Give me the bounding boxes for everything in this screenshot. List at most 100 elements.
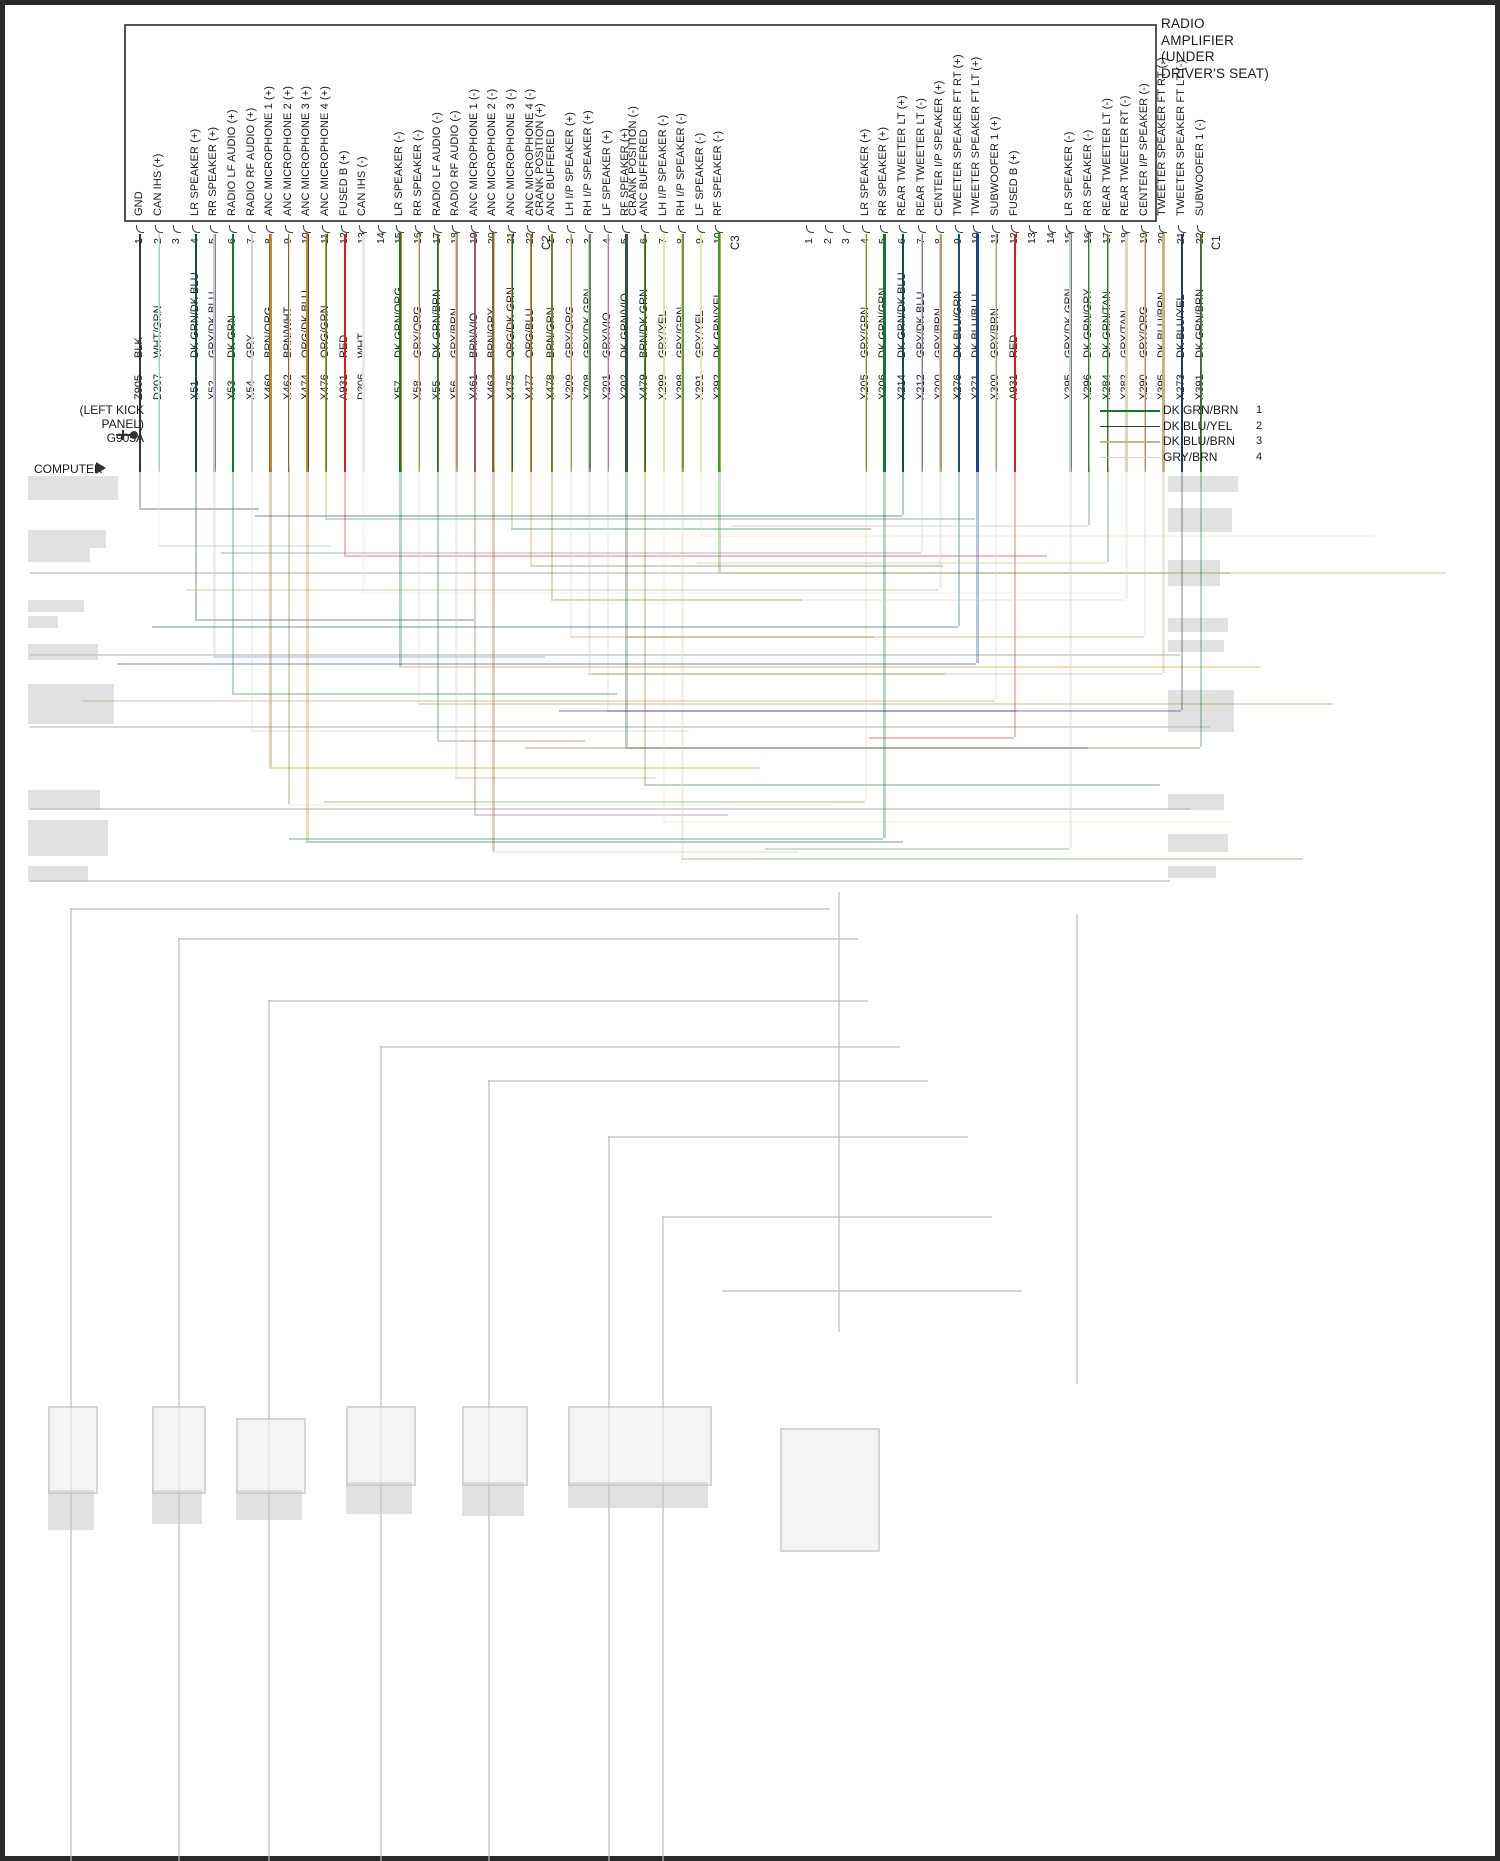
wire-continuation — [864, 468, 868, 801]
wire-continuation — [529, 468, 532, 565]
wire — [864, 234, 868, 472]
wire-continuation — [306, 841, 904, 844]
pin-hook-icon — [340, 225, 349, 233]
wire-continuation — [699, 535, 1375, 538]
pin-signal-label: ANC MICROPHONE 2 (+) — [281, 85, 294, 216]
wire-continuation — [681, 858, 1304, 861]
wire — [569, 234, 572, 472]
pin-signal-label: GND — [133, 191, 145, 216]
wire — [436, 234, 439, 472]
wire — [325, 234, 328, 472]
wire-continuation — [269, 468, 272, 767]
pin-hook-icon — [622, 225, 631, 233]
wire-continuation — [1181, 468, 1184, 710]
pin-signal-label: RR SPEAKER (+) — [207, 126, 220, 216]
wire-continuation — [455, 468, 458, 777]
pin-hook-icon — [566, 225, 575, 233]
wire — [681, 234, 684, 472]
wire-continuation — [325, 468, 328, 518]
exit-wire-color-label: DK BLU/YEL — [1163, 418, 1233, 433]
wire-continuation — [593, 673, 1163, 676]
wire-continuation — [362, 592, 1119, 595]
pin-number: 13 — [1026, 232, 1039, 244]
wire-continuation — [731, 525, 1088, 528]
exit-wire-lead — [1100, 410, 1160, 412]
wire-continuation — [588, 468, 591, 673]
pin-hook-icon — [973, 225, 982, 233]
pin-number: 2 — [821, 238, 834, 244]
wire-continuation — [232, 693, 617, 696]
pin-hook-icon — [1122, 225, 1131, 233]
pin-hook-icon — [154, 225, 163, 233]
pin-signal-label: ANC MICROPHONE 1 (+) — [263, 85, 276, 216]
wire-continuation — [194, 619, 474, 622]
wire — [662, 234, 665, 472]
wire-continuation — [289, 838, 884, 841]
wire-continuation — [250, 730, 689, 733]
pin-hook-icon — [1085, 225, 1093, 233]
pin-hook-icon — [548, 225, 556, 233]
ground-location-text: (LEFT KICK PANEL) — [79, 403, 144, 431]
wire — [551, 234, 554, 472]
pin-signal-label: ANC MICROPHONE 3 (-) — [505, 88, 517, 216]
wire-continuation — [287, 468, 291, 804]
pin-hook-icon — [861, 225, 870, 233]
wire-continuation — [399, 468, 402, 666]
wire — [213, 234, 216, 472]
computer-arrow-icon — [96, 462, 106, 474]
pin-hook-icon — [1010, 225, 1019, 233]
wire — [939, 234, 942, 472]
pin-hook-icon — [880, 225, 889, 233]
wire-continuation — [524, 747, 1200, 750]
wire — [644, 234, 647, 472]
pin-signal-label: RR SPEAKER (+) — [877, 126, 890, 216]
pin-hook-icon — [824, 225, 833, 233]
exit-wire-color-label: GRY/BRN — [1163, 449, 1218, 464]
pin-signal-label: FUSED B (+) — [337, 150, 350, 216]
pin-signal-label: RR SPEAKER (-) — [1082, 129, 1094, 216]
wire — [250, 234, 253, 472]
pin-hook-icon — [954, 225, 963, 233]
wire-continuation — [957, 468, 961, 626]
wire — [957, 234, 961, 472]
wire-continuation — [511, 468, 514, 528]
pin-signal-label: RADIO RF AUDIO (-) — [449, 110, 462, 216]
wire-continuation — [627, 636, 1144, 639]
pin-signal-label: LR SPEAKER (-) — [1063, 131, 1076, 216]
pin-hook-icon — [917, 225, 926, 233]
wire — [1199, 234, 1202, 472]
pin-hook-icon — [359, 225, 368, 233]
pin-signal-label: RADIO LF AUDIO (+) — [226, 109, 238, 216]
pin-signal-label: FUSED B (+) — [1007, 150, 1020, 216]
wire-continuation — [269, 767, 761, 770]
pin-hook-icon — [715, 225, 724, 233]
wire — [902, 234, 905, 472]
exit-wire-number: 3 — [1256, 435, 1263, 447]
pin-hook-icon — [1159, 225, 1168, 233]
wire-continuation — [1125, 468, 1128, 599]
wire — [588, 234, 591, 472]
wire-continuation — [995, 468, 998, 700]
radio-amplifier-connector-box — [124, 24, 1157, 222]
wire — [995, 234, 998, 472]
pin-signal-label: RADIO LF AUDIO (-) — [430, 112, 443, 216]
lower-schematic-region — [0, 468, 1500, 1861]
wire — [529, 234, 532, 472]
pin-number: 14 — [374, 232, 387, 244]
wire-continuation — [139, 508, 259, 511]
pin-signal-label: RR SPEAKER (-) — [412, 129, 424, 216]
wire-continuation — [1088, 468, 1091, 525]
wire-continuation — [117, 663, 977, 666]
wire-continuation — [1143, 468, 1147, 636]
wire-continuation — [436, 740, 585, 743]
pin-signal-label: SUBWOOFER 1 (+) — [989, 116, 1001, 216]
wire — [306, 234, 309, 472]
pin-number: 1 — [803, 238, 815, 244]
pin-hook-icon — [659, 225, 668, 233]
pin-hook-icon — [936, 225, 945, 233]
pin-signal-label: ANC MICROPHONE 2 (-) — [486, 88, 499, 216]
pin-hook-icon — [247, 225, 256, 233]
ground-location-note: (LEFT KICK PANEL) G905A — [52, 403, 144, 445]
wire — [1162, 234, 1165, 472]
